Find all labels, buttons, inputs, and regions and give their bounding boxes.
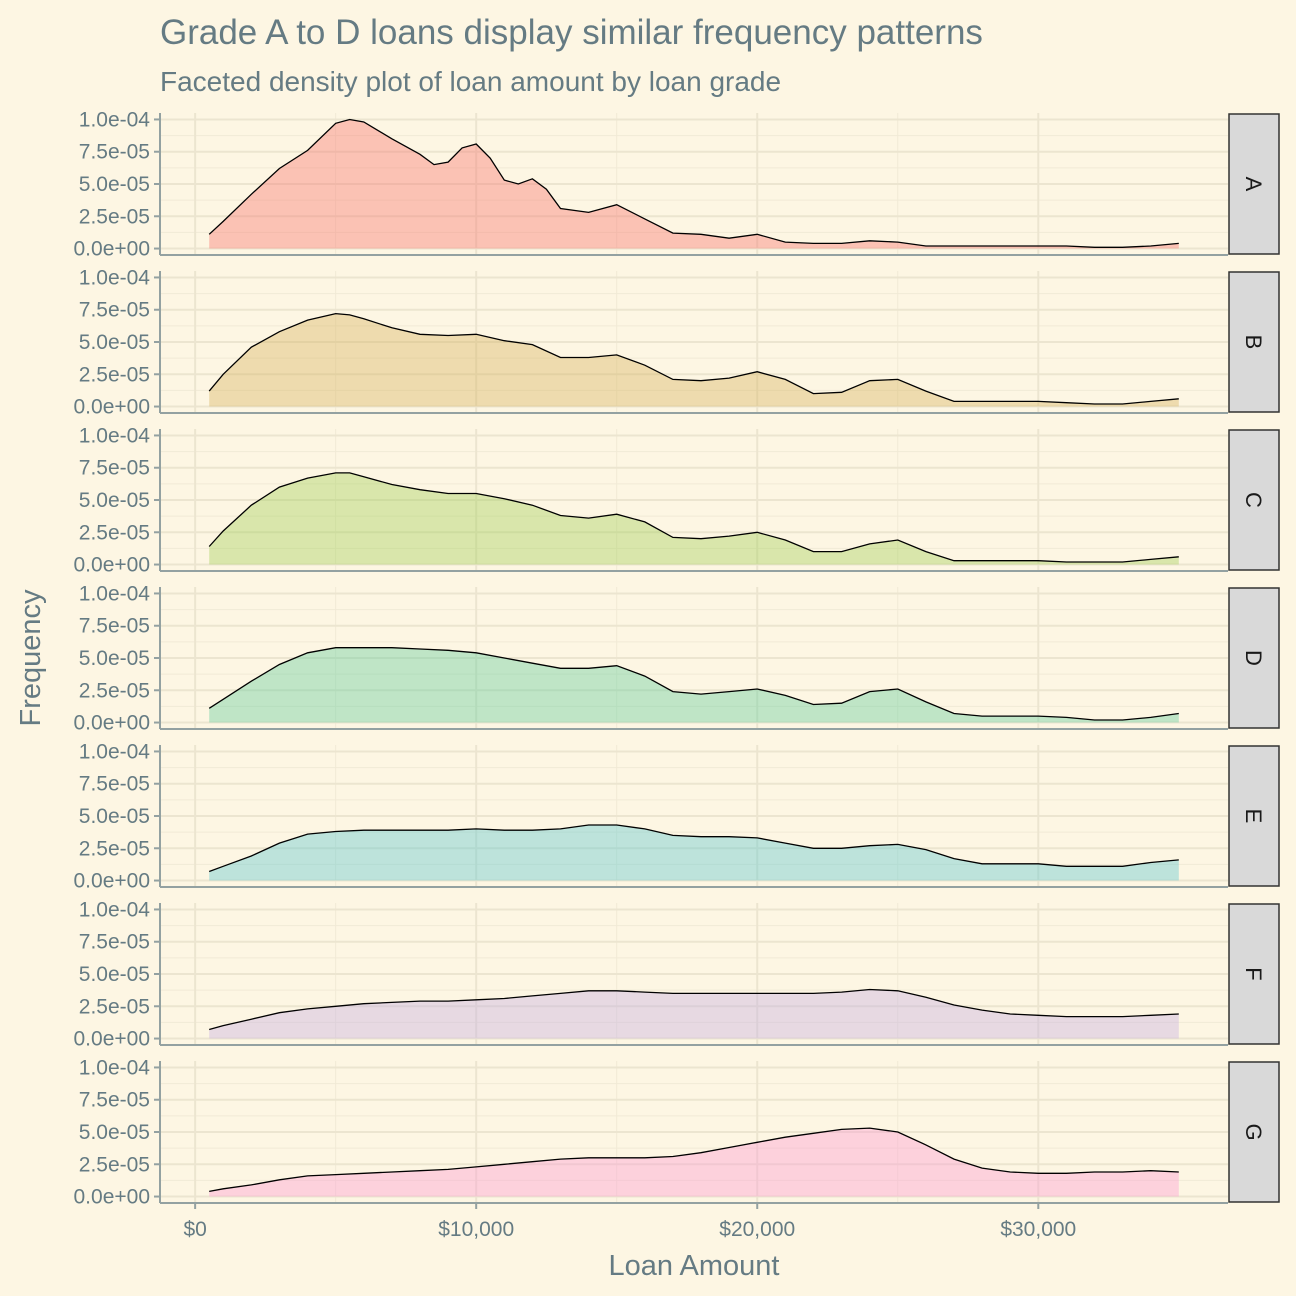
- y-tick-label: 0.0e+00: [74, 870, 151, 893]
- facet-strip-f: F: [1228, 903, 1280, 1045]
- y-tick-label: 1.0e-04: [79, 1056, 151, 1079]
- facet-panels: 0.0e+002.5e-055.0e-057.5e-051.0e-04A0.0e…: [74, 108, 1280, 1209]
- y-tick-label: 5.0e-05: [79, 647, 150, 670]
- y-tick-label: 2.5e-05: [79, 1153, 150, 1176]
- facet-panel-g: 0.0e+00 2.5e-05 5.0e-05 7.5e-05 1.0e-04 G: [74, 1056, 1280, 1209]
- strip-label: F: [1241, 967, 1266, 980]
- y-tick-label: 0.0e+00: [74, 1186, 151, 1209]
- y-tick-label: 7.5e-05: [79, 457, 150, 480]
- y-tick-label: 2.5e-05: [79, 837, 150, 860]
- facet-strip-g: G: [1228, 1061, 1280, 1203]
- y-tick-label: 0.0e+00: [74, 238, 151, 261]
- facet-strip-a: A: [1228, 113, 1280, 255]
- y-tick-label: 1.0e-04: [79, 898, 151, 921]
- strip-box: [1228, 903, 1280, 1045]
- y-tick-label: 1.0e-04: [79, 108, 151, 131]
- y-tick-label: 1.0e-04: [79, 266, 151, 289]
- y-tick-label: 5.0e-05: [79, 1121, 150, 1144]
- density-area-f: [209, 989, 1179, 1039]
- facet-strip-d: D: [1228, 587, 1280, 729]
- y-tick-label: 2.5e-05: [79, 679, 150, 702]
- density-area-a: [209, 119, 1179, 249]
- y-tick-label: 5.0e-05: [79, 963, 150, 986]
- strip-label: C: [1241, 492, 1266, 508]
- density-line-a: [208, 118, 1179, 248]
- facet-panel-c: 0.0e+00 2.5e-05 5.0e-05 7.5e-05 1.0e-04 C: [74, 424, 1280, 577]
- density-line-d: [208, 647, 1179, 721]
- y-tick-label: 2.5e-05: [79, 995, 150, 1018]
- strip-box: [1228, 745, 1280, 887]
- strip-box: [1228, 587, 1280, 729]
- y-tick-label: 0.0e+00: [74, 712, 151, 735]
- density-line-e: [208, 824, 1179, 873]
- x-axis: $0 $10,000 $20,000 $30,000: [183, 1203, 1076, 1241]
- y-tick-label: 0.0e+00: [74, 1028, 151, 1051]
- strip-box: [1228, 429, 1280, 571]
- facet-panel-a: 0.0e+00 2.5e-05 5.0e-05 7.5e-05 1.0e-04 A: [74, 108, 1280, 261]
- x-tick-label: $10,000: [438, 1218, 514, 1241]
- x-tick-label: $0: [183, 1218, 206, 1241]
- x-tick-label: $20,000: [719, 1218, 795, 1241]
- strip-label: B: [1241, 335, 1266, 350]
- facet-strip-b: B: [1228, 271, 1280, 413]
- facet-panel-b: 0.0e+00 2.5e-05 5.0e-05 7.5e-05 1.0e-04 B: [74, 266, 1280, 419]
- y-tick-label: 7.5e-05: [79, 1089, 150, 1112]
- density-line-c: [208, 472, 1179, 563]
- y-tick-label: 1.0e-04: [79, 424, 151, 447]
- strip-box: [1228, 113, 1280, 255]
- y-tick-label: 7.5e-05: [79, 773, 150, 796]
- density-area-c: [209, 472, 1179, 565]
- y-tick-label: 5.0e-05: [79, 489, 150, 512]
- y-tick-label: 0.0e+00: [74, 554, 151, 577]
- facet-strip-e: E: [1228, 745, 1280, 887]
- y-tick-label: 7.5e-05: [79, 615, 150, 638]
- density-area-d: [209, 647, 1179, 723]
- density-line-g: [209, 1127, 1179, 1193]
- x-tick-label: $30,000: [1000, 1218, 1076, 1241]
- density-area-b: [209, 313, 1179, 407]
- y-tick-label: 2.5e-05: [79, 521, 150, 544]
- y-tick-label: 5.0e-05: [79, 805, 150, 828]
- density-line-b: [208, 312, 1179, 405]
- y-tick-label: 7.5e-05: [79, 931, 150, 954]
- y-tick-label: 5.0e-05: [79, 331, 150, 354]
- strip-box: [1228, 1061, 1280, 1203]
- y-tick-label: 1.0e-04: [79, 582, 151, 605]
- strip-label: D: [1241, 650, 1266, 666]
- y-tick-label: 0.0e+00: [74, 396, 151, 419]
- y-tick-label: 7.5e-05: [79, 141, 150, 164]
- facet-panel-f: 0.0e+00 2.5e-05 5.0e-05 7.5e-05 1.0e-04 F: [74, 898, 1280, 1051]
- strip-label: G: [1241, 1123, 1266, 1140]
- facet-strip-c: C: [1228, 429, 1280, 571]
- y-tick-label: 7.5e-05: [79, 299, 150, 322]
- strip-label: A: [1241, 177, 1266, 192]
- density-line-f: [209, 988, 1179, 1031]
- y-axis-title: Frequency: [15, 589, 47, 727]
- chart-subtitle: Faceted density plot of loan amount by l…: [160, 66, 781, 97]
- x-axis-title: Loan Amount: [609, 1250, 780, 1282]
- y-tick-label: 1.0e-04: [79, 740, 151, 763]
- density-area-e: [209, 825, 1179, 881]
- strip-label: E: [1241, 809, 1266, 824]
- y-tick-label: 5.0e-05: [79, 173, 150, 196]
- chart-title: Grade A to D loans display similar frequ…: [160, 13, 983, 52]
- facet-panel-d: 0.0e+00 2.5e-05 5.0e-05 7.5e-05 1.0e-04 D: [74, 582, 1280, 735]
- facet-panel-e: 0.0e+00 2.5e-05 5.0e-05 7.5e-05 1.0e-04 E: [74, 740, 1280, 893]
- y-tick-label: 2.5e-05: [79, 205, 150, 228]
- strip-box: [1228, 271, 1280, 413]
- density-area-g: [209, 1128, 1179, 1197]
- y-tick-label: 2.5e-05: [79, 363, 150, 386]
